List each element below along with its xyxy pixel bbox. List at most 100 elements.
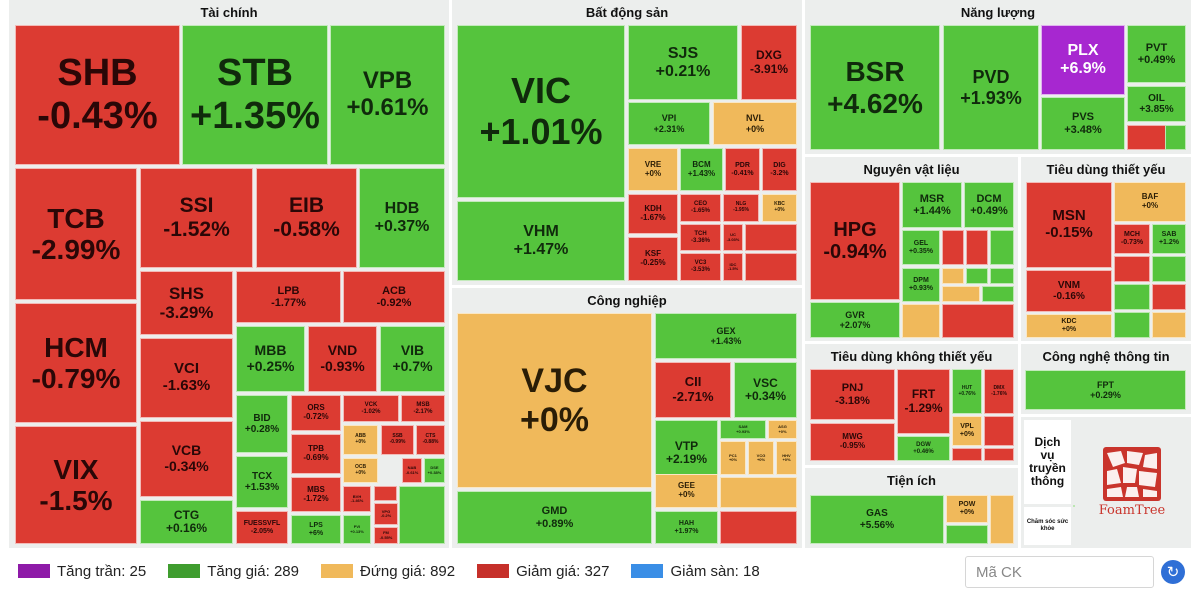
stock-tile-tch[interactable]: TCH -3.36%	[680, 224, 721, 251]
stock-tile-vib[interactable]: VIB +0.7%	[380, 326, 445, 392]
stock-tile-asg[interactable]: ASG +0%	[768, 420, 797, 439]
stock-tile-small[interactable]	[399, 486, 445, 544]
stock-tile-small[interactable]	[982, 286, 1014, 302]
stock-tile-small[interactable]	[966, 230, 988, 265]
stock-tile-sab[interactable]: SAB +1.2%	[1152, 224, 1186, 254]
stock-tile-small[interactable]	[1114, 284, 1150, 310]
stock-tile-vix[interactable]: VIX -1.5%	[15, 426, 137, 544]
stock-tile-ors[interactable]: ORS -0.72%	[291, 395, 341, 431]
stock-tile-small[interactable]	[720, 477, 797, 508]
stock-tile-nvl[interactable]: NVL +0%	[713, 102, 797, 145]
stock-tile-small[interactable]	[966, 268, 988, 284]
stock-tile-msb[interactable]: MSB -2.17%	[401, 395, 445, 422]
stock-tile-tcx[interactable]: TCX +1.53%	[236, 456, 288, 508]
stock-tile-hut[interactable]: HUT +0.76%	[952, 369, 982, 414]
stock-tile-nlg[interactable]: NLG -1.95%	[723, 194, 759, 222]
stock-tile-dse[interactable]: DSE +0.38%	[424, 458, 445, 483]
stock-tile-small[interactable]	[1114, 312, 1150, 338]
stock-tile-vpg[interactable]: VPG -0.2%	[374, 503, 398, 525]
stock-tile-fuessvfl[interactable]: FUESSVFL -2.05%	[236, 511, 288, 544]
stock-tile-small[interactable]	[1114, 256, 1150, 282]
stock-tile-pc1[interactable]: PC1 +0%	[720, 441, 746, 475]
stock-tile-hpg[interactable]: HPG -0.94%	[810, 182, 900, 300]
stock-tile-mbs[interactable]: MBS -1.72%	[291, 477, 341, 512]
refresh-icon[interactable]: ↻	[1161, 560, 1185, 584]
stock-tile-small[interactable]	[1152, 312, 1186, 338]
legend-item-floor[interactable]: Giảm sàn: 18	[631, 563, 760, 580]
stock-tile-pvd[interactable]: PVD +1.93%	[943, 25, 1039, 150]
stock-tile-small[interactable]	[990, 268, 1014, 284]
stock-tile-lpb[interactable]: LPB -1.77%	[236, 271, 341, 323]
stock-tile-mbb[interactable]: MBB +0.25%	[236, 326, 305, 392]
stock-tile-sam[interactable]: SAM +0.93%	[720, 420, 766, 439]
stock-tile-hhv[interactable]: HHV +0%	[776, 441, 797, 475]
stock-tile-gex[interactable]: GEX +1.43%	[655, 313, 797, 359]
stock-tile-vc3[interactable]: VC3 -3.53%	[680, 253, 721, 281]
stock-tile-small[interactable]	[1152, 256, 1186, 282]
stock-tile-small[interactable]	[720, 511, 797, 544]
stock-tile-small[interactable]	[946, 525, 988, 544]
stock-tile-small[interactable]	[984, 416, 1014, 446]
stock-tile-small[interactable]	[952, 448, 982, 461]
stock-tile-ceo[interactable]: CEO -1.65%	[680, 194, 721, 222]
stock-tile-hah[interactable]: HAH +1.97%	[655, 511, 718, 544]
stock-tile-small[interactable]	[1165, 125, 1186, 150]
stock-tile-stb[interactable]: STB +1.35%	[182, 25, 328, 165]
stock-tile-gmd[interactable]: GMD +0.89%	[457, 491, 652, 544]
stock-tile-nab[interactable]: NAB -0.61%	[402, 458, 422, 483]
stock-tile-dpm[interactable]: DPM +0.93%	[902, 268, 940, 302]
stock-tile-small[interactable]	[990, 230, 1014, 265]
stock-code-search-input[interactable]	[965, 556, 1154, 588]
healthcare-sector-label[interactable]: Chăm sóc sức khỏe	[1024, 507, 1071, 545]
stock-tile-sjs[interactable]: SJS +0.21%	[628, 25, 738, 100]
stock-tile-small[interactable]	[745, 253, 797, 281]
stock-tile-vnm[interactable]: VNM -0.16%	[1026, 270, 1112, 312]
stock-tile-ocb[interactable]: OCB +0%	[343, 458, 378, 483]
legend-item-decrease[interactable]: Giảm giá: 327	[477, 563, 609, 580]
legend-item-unchanged[interactable]: Đứng giá: 892	[320, 563, 455, 580]
stock-tile-bcm[interactable]: BCM +1.43%	[680, 148, 723, 191]
stock-tile-vnd[interactable]: VND -0.93%	[308, 326, 377, 392]
stock-tile-frt[interactable]: FRT -1.29%	[897, 369, 950, 434]
stock-tile-pow[interactable]: POW +0%	[946, 495, 988, 523]
stock-tile-tcb[interactable]: TCB -2.99%	[15, 168, 137, 300]
stock-tile-msr[interactable]: MSR +1.44%	[902, 182, 962, 228]
stock-tile-vic[interactable]: VIC +1.01%	[457, 25, 625, 198]
stock-tile-dgw[interactable]: DGW +0.46%	[897, 436, 950, 461]
legend-item-ceiling[interactable]: Tăng trần: 25	[18, 563, 146, 580]
stock-tile-baf[interactable]: BAF +0%	[1114, 182, 1186, 222]
stock-tile-fm[interactable]: FM -0.55%	[374, 527, 398, 544]
stock-tile-vsc[interactable]: VSC +0.34%	[734, 362, 797, 418]
stock-tile-small[interactable]	[745, 224, 797, 251]
stock-tile-kbc[interactable]: KBC +0%	[762, 194, 797, 222]
stock-tile-bid[interactable]: BID +0.28%	[236, 395, 288, 453]
stock-tile-vjc[interactable]: VJC +0%	[457, 313, 652, 488]
stock-tile-vck[interactable]: VCK -1.02%	[343, 395, 399, 422]
stock-tile-vcb[interactable]: VCB -0.34%	[140, 421, 233, 497]
stock-tile-oil[interactable]: OIL +3.85%	[1127, 86, 1186, 122]
stock-tile-uc[interactable]: UC -3.03%	[723, 224, 743, 251]
stock-tile-small[interactable]	[942, 286, 980, 302]
stock-tile-pnj[interactable]: PNJ -3.18%	[810, 369, 895, 420]
stock-tile-cii[interactable]: CII -2.71%	[655, 362, 731, 418]
stock-tile-plx[interactable]: PLX +6.9%	[1041, 25, 1125, 95]
stock-tile-hcm[interactable]: HCM -0.79%	[15, 303, 137, 423]
stock-tile-gel[interactable]: GEL +0.35%	[902, 230, 940, 265]
stock-tile-kdh[interactable]: KDH -1.67%	[628, 194, 678, 234]
stock-tile-shs[interactable]: SHS -3.29%	[140, 271, 233, 335]
stock-tile-gee[interactable]: GEE +0%	[655, 474, 718, 508]
stock-tile-idc[interactable]: IDC -1.5%	[723, 253, 743, 281]
stock-tile-lps[interactable]: LPS +6%	[291, 515, 341, 544]
stock-tile-eib[interactable]: EIB -0.58%	[256, 168, 357, 268]
stock-tile-ksf[interactable]: KSF -0.25%	[628, 237, 678, 281]
stock-tile-small[interactable]	[942, 304, 1014, 338]
stock-tile-pdr[interactable]: PDR -0.41%	[725, 148, 760, 191]
stock-tile-small[interactable]	[942, 268, 964, 284]
stock-tile-dig[interactable]: DIG -3.2%	[762, 148, 797, 191]
stock-tile-ssb[interactable]: SSB -0.99%	[381, 425, 414, 455]
stock-tile-ssi[interactable]: SSI -1.52%	[140, 168, 253, 268]
stock-tile-vcg[interactable]: VCG +0%	[748, 441, 774, 475]
stock-tile-small[interactable]	[902, 304, 940, 338]
stock-tile-mwg[interactable]: MWG -0.95%	[810, 423, 895, 461]
stock-tile-small[interactable]	[1152, 284, 1186, 310]
